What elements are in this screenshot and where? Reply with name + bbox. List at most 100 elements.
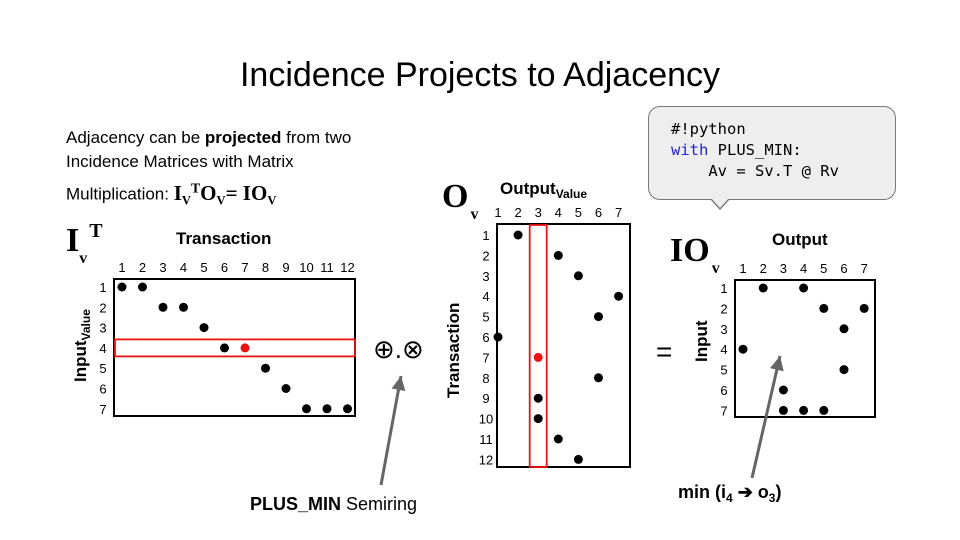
matrix-left-point bbox=[179, 302, 188, 312]
semiring-operators: ⊕.⊗ bbox=[373, 334, 424, 364]
matrix-left-col-tick: 1 bbox=[118, 260, 125, 275]
matrix-right-row-tick: 3 bbox=[720, 322, 727, 337]
matrix-right-point bbox=[839, 365, 849, 375]
matrix-left-point bbox=[138, 282, 147, 292]
matrix-left-col-tick: 7 bbox=[241, 260, 248, 275]
min-arrow-head bbox=[770, 356, 784, 372]
matrix-right-point bbox=[778, 385, 788, 395]
matrix-left-highlight-point bbox=[240, 343, 250, 353]
semiring-arrow bbox=[379, 375, 403, 486]
matrix-right-row-tick: 6 bbox=[720, 383, 727, 398]
code-line-3: Av = Sv.T @ Rv bbox=[671, 162, 839, 180]
description: Adjacency can be projected from two Inci… bbox=[66, 126, 446, 212]
matrix-mid-row-tick: 8 bbox=[482, 371, 489, 386]
description-line-1: Adjacency can be projected from two bbox=[66, 128, 352, 147]
matrix-mid-point bbox=[533, 393, 543, 403]
matrix-mid-col-tick: 5 bbox=[575, 205, 582, 220]
matrix-right-row-tick: 4 bbox=[720, 342, 727, 357]
matrix-right-row-tick: 7 bbox=[720, 403, 727, 418]
matrix-mid-row-tick: 6 bbox=[482, 330, 489, 345]
matrix-right-row-tick: 1 bbox=[720, 281, 727, 296]
matrix-mid-col-tick: 2 bbox=[514, 205, 521, 220]
matrix-left-col-tick: 10 bbox=[299, 260, 313, 275]
equation: IVTOV= IOV bbox=[173, 180, 277, 207]
matrix-mid-point bbox=[553, 434, 563, 444]
matrix-left-point bbox=[158, 302, 168, 312]
matrix-mid-row-tick: 3 bbox=[482, 269, 489, 284]
matrix-mid-row-tick: 7 bbox=[482, 350, 489, 365]
matrix-left-row-tick: 6 bbox=[99, 382, 106, 397]
equals-sign: = bbox=[656, 336, 673, 367]
matrix-mid-point bbox=[594, 373, 603, 383]
matrix-right-col-tick: 4 bbox=[800, 261, 807, 276]
matrix-left-col-tick: 5 bbox=[200, 260, 207, 275]
matrix-left-row-tick: 1 bbox=[99, 280, 106, 295]
matrix-mid-row-tick: 9 bbox=[482, 391, 489, 406]
matrix-left-point bbox=[220, 343, 229, 353]
matrix-mid-point bbox=[553, 250, 563, 260]
matrix-mid-point bbox=[573, 271, 583, 281]
matrix-left-col-tick: 11 bbox=[320, 260, 334, 275]
matrix-mid-highlight-col bbox=[528, 224, 548, 468]
matrix-mid-col-tick: 6 bbox=[595, 205, 602, 220]
matrix-left-col-tick: 2 bbox=[139, 260, 146, 275]
matrix-mid-frame bbox=[496, 223, 631, 468]
matrix-left-col-tick: 4 bbox=[180, 260, 187, 275]
matrix-mid-highlight-point bbox=[533, 352, 543, 362]
matrix-mid-point bbox=[493, 332, 503, 342]
matrix-right-col-tick: 5 bbox=[820, 261, 827, 276]
matrix-right-label: IO v bbox=[670, 232, 720, 277]
matrix-mid-point bbox=[513, 230, 523, 240]
matrix-right-col-tick: 3 bbox=[780, 261, 787, 276]
matrix-right-col-tick: 1 bbox=[739, 261, 746, 276]
matrix-left-point bbox=[281, 384, 291, 393]
matrix-mid-row-tick: 5 bbox=[482, 310, 489, 325]
matrix-right-point bbox=[758, 283, 768, 293]
matrix-right-frame bbox=[734, 279, 876, 418]
matrix-mid-row-tick: 1 bbox=[482, 228, 489, 243]
matrix-left-col-tick: 8 bbox=[262, 260, 269, 275]
matrix-mid-row-tick: 10 bbox=[479, 412, 493, 427]
matrix-left-point bbox=[117, 282, 127, 292]
matrix-left-col-tick: 12 bbox=[340, 260, 354, 275]
matrix-left-col-header: Transaction bbox=[176, 229, 272, 248]
matrix-right-point bbox=[839, 324, 849, 334]
matrix-right-point bbox=[819, 405, 829, 415]
matrix-right-point bbox=[778, 405, 788, 415]
matrix-left-row-tick: 3 bbox=[99, 321, 106, 336]
min-arrow bbox=[750, 355, 782, 479]
matrix-mid-point bbox=[614, 291, 624, 301]
matrix-right-point bbox=[799, 283, 809, 293]
matrix-left-point bbox=[322, 404, 332, 414]
matrix-right-point bbox=[819, 303, 829, 313]
matrix-right-point bbox=[738, 344, 748, 354]
matrix-left-highlight-row bbox=[114, 338, 356, 358]
matrix-right-col-tick: 2 bbox=[760, 261, 767, 276]
matrix-left-label: IvT bbox=[66, 220, 103, 267]
matrix-left-col-tick: 6 bbox=[221, 260, 228, 275]
matrix-left-col-tick: 3 bbox=[159, 260, 166, 275]
min-label: min (i4 ➔ o3) bbox=[678, 482, 782, 506]
matrix-mid-point bbox=[533, 414, 543, 424]
semiring-label: PLUS_MIN Semiring bbox=[250, 494, 418, 514]
matrix-left-point bbox=[261, 363, 270, 373]
matrix-mid-row-tick: 12 bbox=[479, 452, 493, 467]
projected-emphasis: projected bbox=[204, 128, 282, 147]
matrix-right-col-tick: 6 bbox=[840, 261, 847, 276]
matrix-left-point bbox=[199, 323, 209, 333]
matrix-mid-col-tick: 4 bbox=[555, 205, 562, 220]
matrix-right-point bbox=[799, 405, 809, 415]
code-keyword: with bbox=[671, 141, 709, 159]
page-title: Incidence Projects to Adjacency bbox=[239, 56, 721, 94]
matrix-mid-col-tick: 7 bbox=[615, 205, 622, 220]
code-callout: #!python with PLUS_MIN: Av = Sv.T @ Rv bbox=[648, 106, 896, 200]
semiring-arrow-head bbox=[391, 376, 406, 392]
matrix-right-row-tick: 5 bbox=[720, 363, 727, 378]
matrix-mid-point bbox=[594, 312, 603, 322]
matrix-right-col-header: Output bbox=[772, 230, 828, 249]
matrix-left-point bbox=[302, 404, 311, 414]
callout-tail-fill bbox=[711, 198, 729, 208]
matrix-right-point bbox=[859, 303, 869, 313]
matrix-left-row-tick: 7 bbox=[99, 402, 106, 417]
